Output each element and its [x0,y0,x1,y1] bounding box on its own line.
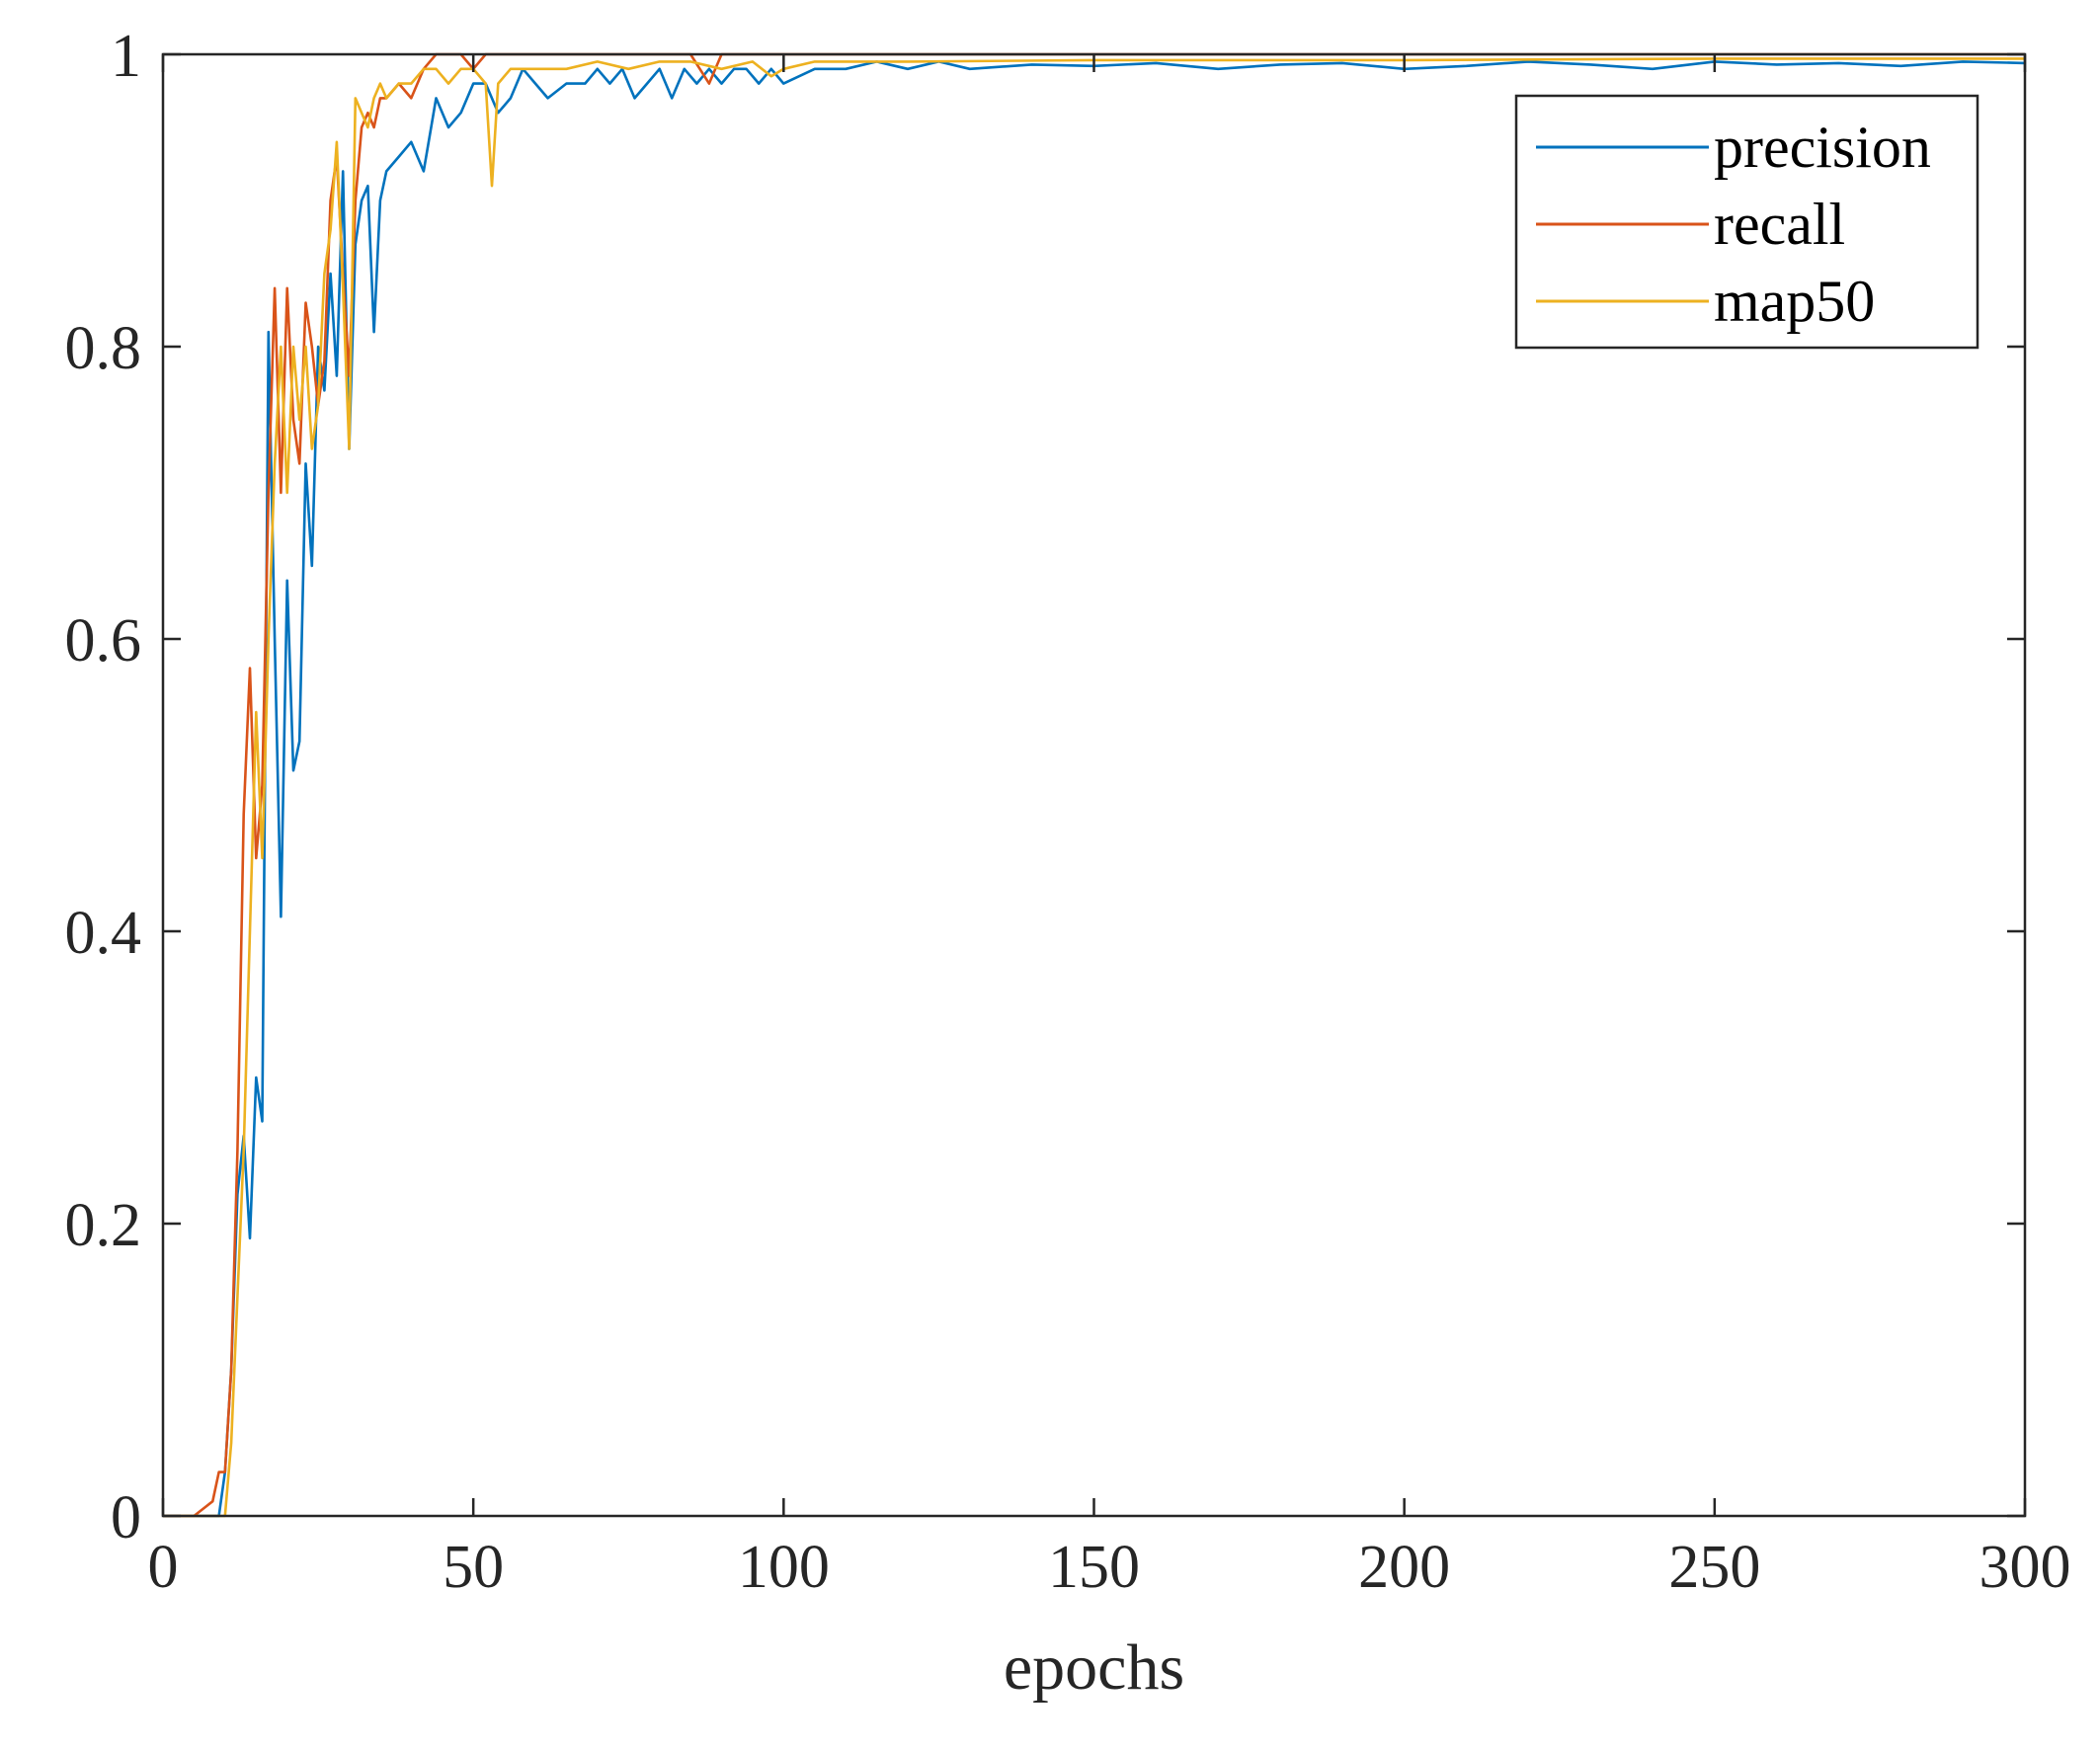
y-tick-label: 0.2 [65,1192,142,1259]
axes-box [161,52,2027,1518]
series-layer [163,52,2026,1518]
legend-label-recall: recall [1714,192,1845,257]
y-tick-label: 1 [111,23,141,90]
x-tick-label: 200 [1358,1534,1450,1601]
y-tick-label: 0 [111,1484,141,1551]
x-tick-label: 250 [1668,1534,1760,1601]
x-tick-label: 300 [1979,1534,2071,1601]
x-tick-label: 100 [738,1534,830,1601]
series-line-recall [163,52,2025,1518]
legend: precision recall map50 [1514,94,1979,350]
x-tick-label: 50 [443,1534,504,1601]
legend-label-map50: map50 [1714,269,1875,334]
x-tick-label: 150 [1048,1534,1140,1601]
y-tick-label: 0.8 [65,315,142,382]
y-tick-label: 0.4 [65,900,142,967]
series-line-map50 [163,57,2025,1518]
x-axis-label: epochs [1004,1631,1184,1704]
tick-labels-layer: 0 50 100 150 200 250 300 0 0.2 0.4 0.6 0.8 1 [65,23,2071,1601]
x-tick-label: 0 [148,1534,179,1601]
legend-box [1514,94,1979,350]
series-line-precision [163,60,2026,1518]
y-tick-label: 0.6 [65,607,142,675]
legend-label-precision: precision [1714,115,1931,180]
